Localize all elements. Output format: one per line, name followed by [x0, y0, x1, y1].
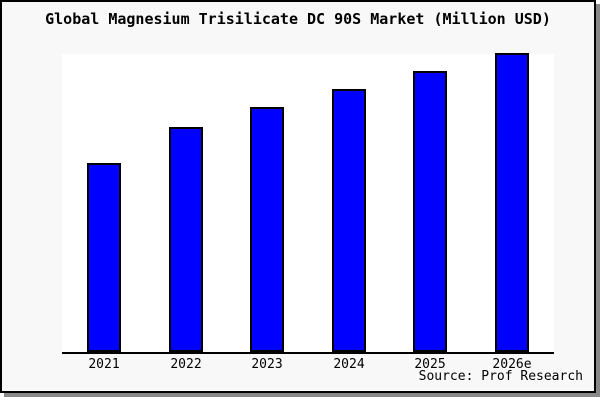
x-tick-label-2026e: 2026e: [492, 357, 532, 372]
source-credit: Source: Prof Research: [418, 369, 583, 384]
x-tick-label-2022: 2022: [170, 357, 202, 372]
plot-area: [62, 53, 554, 354]
x-tick-label-2023: 2023: [251, 357, 283, 372]
bar-2023: [250, 107, 284, 352]
x-tick-label-2021: 2021: [88, 357, 120, 372]
bar-2025: [413, 71, 447, 352]
chart: Global Magnesium Trisilicate DC 90S Mark…: [0, 0, 596, 393]
bar-2022: [169, 127, 203, 352]
bar-2026e: [495, 53, 529, 352]
x-axis-labels: 2021 2022 2023 2024 2025 2026e: [2, 357, 594, 373]
chart-title: Global Magnesium Trisilicate DC 90S Mark…: [45, 10, 551, 28]
x-tick-label-2025: 2025: [414, 357, 446, 372]
x-tick-label-2024: 2024: [333, 357, 365, 372]
bar-2024: [332, 89, 366, 352]
bar-2021: [87, 163, 121, 352]
